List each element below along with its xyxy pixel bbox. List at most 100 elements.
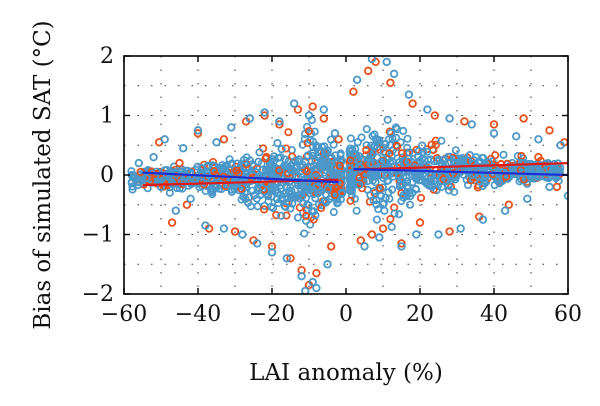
- cloud-point: [478, 181, 487, 191]
- cloud-point: [165, 188, 174, 197]
- cloud-point: [386, 215, 395, 224]
- cloud-point: [266, 183, 275, 192]
- data-point-series-2: [423, 105, 432, 114]
- x-tick-label: −20: [249, 302, 295, 327]
- data-point-series-2: [467, 120, 476, 129]
- cloud-point: [286, 183, 295, 192]
- cloud-point: [545, 164, 554, 174]
- data-point-series-2: [193, 126, 203, 135]
- cloud-point: [403, 134, 412, 143]
- data-point-series-1: [293, 105, 303, 114]
- cloud-point: [317, 203, 326, 213]
- cloud-point: [355, 180, 364, 189]
- data-point-series-1: [275, 120, 284, 129]
- cloud-point: [169, 162, 179, 171]
- data-point-series-2: [304, 111, 314, 120]
- cloud-point: [335, 179, 344, 188]
- cloud-point: [423, 147, 432, 156]
- cloud-point: [209, 157, 218, 167]
- data-point-series-2: [489, 129, 499, 138]
- y-tick-label: −1: [82, 223, 114, 248]
- y-tick-label: 1: [100, 104, 114, 129]
- trend-line-series-2: [142, 171, 339, 184]
- cloud-point: [261, 154, 270, 163]
- cloud-point: [366, 190, 375, 200]
- data-point-series-2: [323, 260, 332, 269]
- data-point-series-2: [412, 230, 421, 239]
- data-point-series-2: [512, 132, 521, 141]
- data-point-series-1: [489, 120, 499, 129]
- cloud-point: [357, 133, 366, 142]
- cloud-point: [377, 192, 386, 201]
- data-point-series-1: [349, 87, 358, 96]
- data-point-series-2: [367, 56, 377, 64]
- data-point-series-1: [504, 200, 513, 209]
- data-point-series-1: [175, 158, 184, 168]
- cloud-point: [393, 125, 402, 134]
- cloud-point: [404, 157, 413, 166]
- trend-line-series-2: [353, 167, 568, 177]
- cloud-point: [309, 190, 318, 199]
- cloud-point: [437, 136, 446, 145]
- data-point-series-1: [545, 126, 554, 135]
- cloud-point: [269, 203, 278, 213]
- data-point-series-2: [301, 286, 310, 294]
- cloud-point: [405, 200, 415, 209]
- cloud-point: [293, 213, 302, 222]
- cloud-point: [362, 145, 371, 155]
- data-point-series-1: [408, 99, 417, 108]
- cloud-point: [318, 159, 327, 169]
- data-point-series-2: [267, 248, 277, 257]
- cloud-point: [303, 122, 312, 131]
- data-point-series-2: [456, 224, 465, 233]
- cloud-point: [318, 154, 328, 163]
- data-point-series-2: [445, 114, 454, 123]
- cloud-point: [385, 149, 394, 158]
- cloud-point: [280, 162, 289, 171]
- cloud-point: [282, 144, 291, 153]
- x-tick-label: 20: [406, 302, 434, 327]
- cloud-point: [258, 165, 267, 174]
- cloud-point: [308, 149, 317, 158]
- cloud-point: [254, 186, 263, 195]
- cloud-point: [232, 180, 242, 189]
- cloud-point: [346, 134, 355, 143]
- data-point-series-1: [364, 66, 373, 76]
- cloud-point: [419, 148, 428, 157]
- data-point-series-2: [534, 135, 543, 144]
- cloud-point: [362, 141, 371, 150]
- data-point-series-2: [312, 283, 321, 293]
- data-point-series-2: [253, 239, 262, 248]
- x-tick-label: 60: [554, 302, 582, 327]
- data-point-series-1: [534, 152, 543, 162]
- cloud-point: [284, 128, 293, 137]
- cloud-point: [398, 180, 407, 189]
- cloud-point: [499, 150, 508, 159]
- cloud-point: [372, 215, 381, 224]
- data-point-series-1: [312, 268, 321, 278]
- data-point-series-2: [275, 117, 284, 126]
- x-tick-label: −60: [101, 302, 147, 327]
- cloud-point: [397, 149, 407, 158]
- data-point-series-2: [227, 123, 236, 132]
- data-point-series-2: [523, 194, 532, 203]
- x-axis-label: LAI anomaly (%): [249, 360, 443, 386]
- cloud-point: [255, 179, 264, 188]
- cloud-point: [392, 133, 401, 142]
- cloud-point: [386, 129, 395, 138]
- y-tick-label: 0: [100, 163, 114, 188]
- cloud-point: [277, 193, 286, 202]
- cloud-point: [416, 172, 425, 181]
- data-point-series-2: [308, 277, 317, 287]
- cloud-point: [347, 187, 357, 196]
- data-point-series-2: [171, 206, 180, 215]
- cloud-point: [254, 157, 263, 166]
- cloud-point: [405, 148, 414, 157]
- cloud-point: [227, 160, 236, 169]
- data-point-series-2: [219, 224, 229, 233]
- cloud-point: [239, 192, 248, 201]
- cloud-point: [241, 168, 250, 177]
- data-point-series-1: [552, 182, 562, 192]
- data-point-series-1: [519, 114, 528, 123]
- data-point-series-1: [167, 218, 177, 227]
